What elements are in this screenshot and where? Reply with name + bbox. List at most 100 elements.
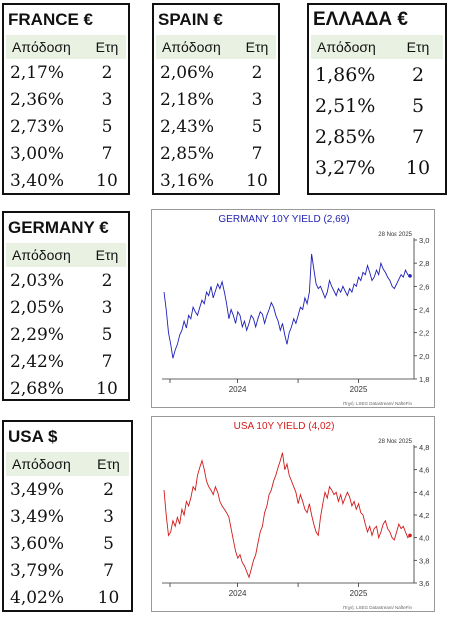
chart-title: USA 10Y YIELD (4,02) xyxy=(234,421,335,432)
maturity-years: 5 xyxy=(103,533,114,554)
usa-yield-table: USA $ Απόδοση Ετη 3,49% 2 3,49% 3 3,60% … xyxy=(2,420,133,612)
x-tick-label: 2024 xyxy=(229,385,247,394)
table-row: 2,68% 10 xyxy=(4,375,128,402)
series-line xyxy=(163,253,411,359)
y-tick-label: 4,2 xyxy=(419,511,429,520)
header-years: Ετη xyxy=(245,39,269,55)
maturity-years: 7 xyxy=(101,143,113,164)
header-yield: Απόδοση xyxy=(162,39,221,55)
table-row: 2,06% 2 xyxy=(154,59,278,86)
yield-value: 2,42% xyxy=(10,351,65,372)
yield-value: 2,85% xyxy=(160,143,215,164)
maturity-years: 2 xyxy=(251,62,263,83)
header-yield: Απόδοση xyxy=(12,39,71,55)
table-row: 3,49% 3 xyxy=(4,503,131,530)
header-years: Ετη xyxy=(97,456,120,472)
last-value-point xyxy=(408,274,412,278)
table-row: 2,42% 7 xyxy=(4,348,128,375)
yield-value: 3,16% xyxy=(160,170,215,191)
table-row: 2,85% 7 xyxy=(309,121,445,152)
table-row: 3,00% 7 xyxy=(4,140,128,167)
y-tick-label: 2,0 xyxy=(419,352,429,361)
table-title: ΕΛΛΑΔΑ € xyxy=(313,9,408,30)
yield-value: 2,73% xyxy=(10,116,65,137)
yield-value: 2,85% xyxy=(315,125,376,148)
y-tick-label: 2,2 xyxy=(419,329,429,338)
y-tick-label: 4,4 xyxy=(419,488,429,497)
table-row: 2,03% 2 xyxy=(4,267,128,294)
maturity-years: 5 xyxy=(411,94,425,117)
yield-value: 4,02% xyxy=(10,587,65,608)
table-row: 3,16% 10 xyxy=(154,167,278,194)
yield-value: 2,68% xyxy=(10,378,65,399)
y-tick-label: 2,6 xyxy=(419,282,429,291)
x-tick-label: 2025 xyxy=(350,589,368,598)
x-tick-label: 2025 xyxy=(350,385,368,394)
table-row: 2,36% 3 xyxy=(4,86,128,113)
yield-value: 2,18% xyxy=(160,89,215,110)
chart-source: Πηγή: LSEG Datastream/ NafteFin xyxy=(343,400,413,406)
maturity-years: 3 xyxy=(101,89,113,110)
yield-value: 1,86% xyxy=(315,63,376,86)
table-row: 1,86% 2 xyxy=(309,59,445,90)
table-row: 2,05% 3 xyxy=(4,294,128,321)
yield-value: 2,17% xyxy=(10,62,65,83)
maturity-years: 3 xyxy=(103,506,114,527)
table-header: Απόδοση Ετη xyxy=(156,35,276,59)
table-title: GERMANY € xyxy=(8,218,109,237)
table-header: Απόδοση Ετη xyxy=(6,243,126,267)
y-tick-label: 3,8 xyxy=(419,556,429,565)
y-tick-label: 4,6 xyxy=(419,466,429,475)
usa-10y-line-chart: USA 10Y YIELD (4,02) 28 Νοε 2025 3,6 3,8 4,0… xyxy=(162,421,429,610)
table-row: 2,85% 7 xyxy=(154,140,278,167)
maturity-years: 5 xyxy=(251,116,263,137)
table-title: FRANCE € xyxy=(8,10,94,29)
greece-yield-table: ΕΛΛΑΔΑ € Απόδοση Ετη 1,86% 2 2,51% 5 2,8… xyxy=(307,3,447,195)
chart-date: 28 Νοε 2025 xyxy=(378,232,412,238)
yield-value: 3,60% xyxy=(10,533,65,554)
table-row: 2,17% 2 xyxy=(4,59,128,86)
table-row: 3,79% 7 xyxy=(4,557,131,584)
yield-value: 2,36% xyxy=(10,89,65,110)
maturity-years: 2 xyxy=(103,479,114,500)
chart-title: GERMANY 10Y YIELD (2,69) xyxy=(218,214,349,225)
maturity-years: 10 xyxy=(246,170,268,191)
table-title: USA $ xyxy=(8,427,58,446)
yield-value: 3,49% xyxy=(10,506,65,527)
header-years: Ετη xyxy=(95,247,119,263)
table-header: Απόδοση Ετη xyxy=(311,35,443,59)
header-years: Ετη xyxy=(95,39,119,55)
maturity-years: 10 xyxy=(405,156,431,179)
yield-value: 2,43% xyxy=(160,116,215,137)
yield-value: 2,29% xyxy=(10,324,65,345)
spain-yield-table: SPAIN € Απόδοση Ετη 2,06% 2 2,18% 3 2,43… xyxy=(152,3,280,195)
france-yield-table: FRANCE € Απόδοση Ετη 2,17% 2 2,36% 3 2,7… xyxy=(2,3,130,195)
table-header: Απόδοση Ετη xyxy=(6,35,126,59)
table-row: 3,40% 10 xyxy=(4,167,128,194)
yield-value: 3,27% xyxy=(315,156,376,179)
table-row: 3,60% 5 xyxy=(4,530,131,557)
table-title: SPAIN € xyxy=(158,10,223,29)
germany-10y-line-chart: GERMANY 10Y YIELD (2,69) 28 Νοε 2025 1,8 2,… xyxy=(162,214,429,406)
y-tick-label: 1,8 xyxy=(419,375,429,384)
yield-value: 3,79% xyxy=(10,560,65,581)
y-tick-label: 3,0 xyxy=(419,236,429,245)
table-row: 4,02% 10 xyxy=(4,584,131,611)
y-tick-label: 2,4 xyxy=(419,306,429,315)
table-row: 2,43% 5 xyxy=(154,113,278,140)
y-tick-label: 2,8 xyxy=(419,259,429,268)
maturity-years: 3 xyxy=(251,89,263,110)
header-yield: Απόδοση xyxy=(317,39,376,55)
yield-value: 2,03% xyxy=(10,270,65,291)
chart-date: 28 Νοε 2025 xyxy=(378,439,412,445)
maturity-years: 10 xyxy=(97,587,120,608)
header-yield: Απόδοση xyxy=(12,247,71,263)
maturity-years: 2 xyxy=(101,62,113,83)
yield-value: 3,40% xyxy=(10,170,65,191)
maturity-years: 5 xyxy=(101,324,113,345)
table-header: Απόδοση Ετη xyxy=(6,452,129,476)
series-line xyxy=(163,452,411,579)
maturity-years: 7 xyxy=(103,560,114,581)
yield-value: 2,05% xyxy=(10,297,65,318)
table-row: 2,18% 3 xyxy=(154,86,278,113)
